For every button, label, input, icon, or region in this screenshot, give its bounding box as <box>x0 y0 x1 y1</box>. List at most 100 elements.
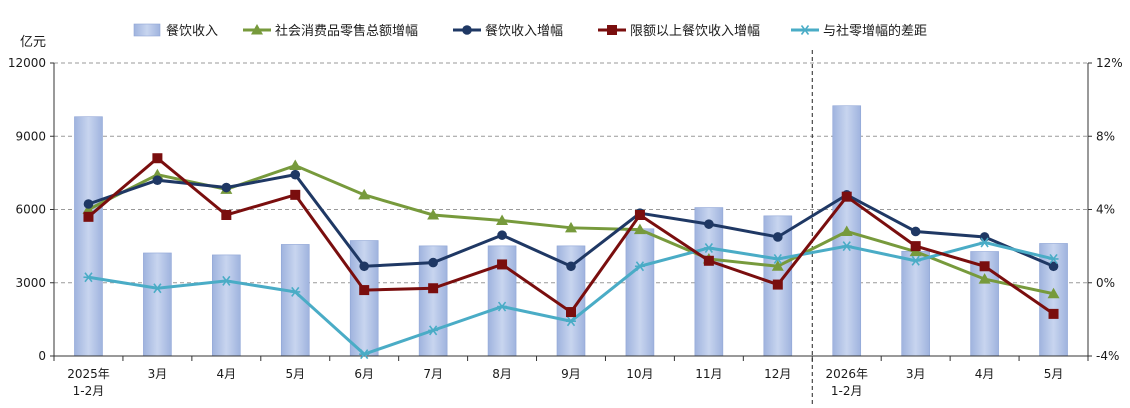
tick-labels: 0 3000 6000 9000 12000 -4% 0% 4% 8% 12% 2025年 1-2月 3… <box>8 56 1123 398</box>
marker-star-stroke <box>153 283 162 294</box>
marker-star-stroke <box>429 325 438 336</box>
legend-label: 限额以上餐饮收入增幅 <box>630 23 760 39</box>
marker-square <box>979 261 990 272</box>
marker-square <box>497 259 508 270</box>
x-tick-label: 10月 <box>626 367 653 381</box>
line-series <box>82 153 1060 360</box>
x-tick-label: 8月 <box>492 367 512 381</box>
x-tick-label: 2025年 <box>67 367 110 381</box>
marker-star <box>83 272 94 283</box>
x-tick-label: 1-2月 <box>831 384 863 398</box>
legend: 餐饮收入 社会消费品零售总额增幅 餐饮收入增幅 限额以上餐饮收入增幅 与社零增幅的差距 <box>133 23 927 39</box>
marker-square <box>910 241 921 252</box>
marker-star <box>1048 253 1059 264</box>
x-tick-label: 2026年 <box>825 367 868 381</box>
x-tick-label: 12月 <box>764 367 791 381</box>
bar <box>74 116 103 357</box>
marker-star <box>359 349 370 360</box>
bar <box>349 240 379 357</box>
marker-circle <box>910 226 921 237</box>
x-tick-label: 11月 <box>695 367 722 381</box>
legend-item: 社会消费品零售总额增幅 <box>243 23 418 39</box>
marker-star <box>703 242 714 253</box>
right-tick-label: -4% <box>1096 349 1119 363</box>
x-tick-label: 7月 <box>423 367 443 381</box>
bar <box>901 250 930 357</box>
marker-star <box>910 255 921 266</box>
marker-star-stroke <box>360 349 369 360</box>
marker-star <box>152 283 163 294</box>
marker-circle <box>359 261 370 272</box>
x-tick-label: 6月 <box>354 367 374 381</box>
bar <box>212 254 241 357</box>
left-tick-label: 12000 <box>8 56 46 70</box>
marker-circle <box>428 257 438 268</box>
legend-label: 社会消费品零售总额增幅 <box>275 23 418 39</box>
marker-star <box>800 25 810 35</box>
marker-star-stroke <box>566 316 576 327</box>
marker-circle <box>566 261 576 272</box>
right-tick-label: 4% <box>1096 203 1115 217</box>
marker-triangle <box>289 159 302 171</box>
legend-label: 与社零增幅的差距 <box>823 23 927 39</box>
marker-circle <box>773 232 783 242</box>
marker-circle <box>83 199 94 209</box>
bar <box>1039 243 1068 357</box>
x-tick-label: 1-2月 <box>73 384 105 398</box>
marker-square <box>772 279 783 290</box>
marker-circle <box>462 25 472 35</box>
marker-triangle <box>251 24 263 35</box>
marker-star <box>497 301 508 312</box>
marker-square <box>703 255 714 266</box>
series-3 <box>83 237 1059 360</box>
x-tick-label: 3月 <box>906 367 926 381</box>
marker-star <box>979 237 990 248</box>
marker-circle <box>152 175 163 185</box>
marker-circle <box>497 230 507 240</box>
x-tick-label: 9月 <box>561 367 581 381</box>
marker-star-stroke <box>842 241 851 252</box>
marker-triangle <box>427 208 440 220</box>
marker-star-stroke <box>84 272 93 283</box>
marker-circle <box>1048 261 1059 272</box>
marker-triangle <box>771 260 784 271</box>
marker-star <box>634 261 645 272</box>
marker-square <box>841 191 852 202</box>
marker-triangle <box>978 273 991 284</box>
marker-square <box>152 153 163 164</box>
left-tick-label: 9000 <box>15 129 46 143</box>
right-tick-label: 12% <box>1096 56 1123 70</box>
legend-label: 餐饮收入增幅 <box>485 23 563 39</box>
bar <box>143 252 172 357</box>
marker-star <box>772 253 783 264</box>
marker-circle <box>704 219 714 229</box>
left-axis-unit: 亿元 <box>20 35 46 50</box>
bar <box>625 228 655 357</box>
legend-item: 餐饮收入 <box>133 23 218 39</box>
left-tick-label: 0 <box>38 349 46 363</box>
legend-item: 限额以上餐饮收入增幅 <box>598 23 760 39</box>
marker-star <box>566 316 576 327</box>
marker-circle <box>979 232 990 242</box>
marker-square <box>428 283 439 294</box>
marker-star-stroke <box>222 275 231 286</box>
marker-triangle <box>565 221 577 233</box>
marker-star-stroke <box>1049 253 1058 264</box>
left-tick-label: 6000 <box>15 203 46 217</box>
legend-item: 餐饮收入增幅 <box>453 23 563 39</box>
marker-triangle <box>1047 287 1060 299</box>
marker-triangle <box>840 225 853 236</box>
marker-star-stroke <box>291 286 300 297</box>
marker-star <box>841 241 852 252</box>
marker-square <box>566 307 576 318</box>
x-tick-label: 4月 <box>975 367 995 381</box>
marker-square <box>1048 308 1059 319</box>
series-2 <box>83 153 1059 319</box>
marker-star-stroke <box>980 237 989 248</box>
marker-circle <box>221 182 232 193</box>
marker-triangle <box>358 188 371 200</box>
marker-square <box>221 209 232 220</box>
marker-star-stroke <box>800 25 810 35</box>
bar <box>694 207 724 357</box>
